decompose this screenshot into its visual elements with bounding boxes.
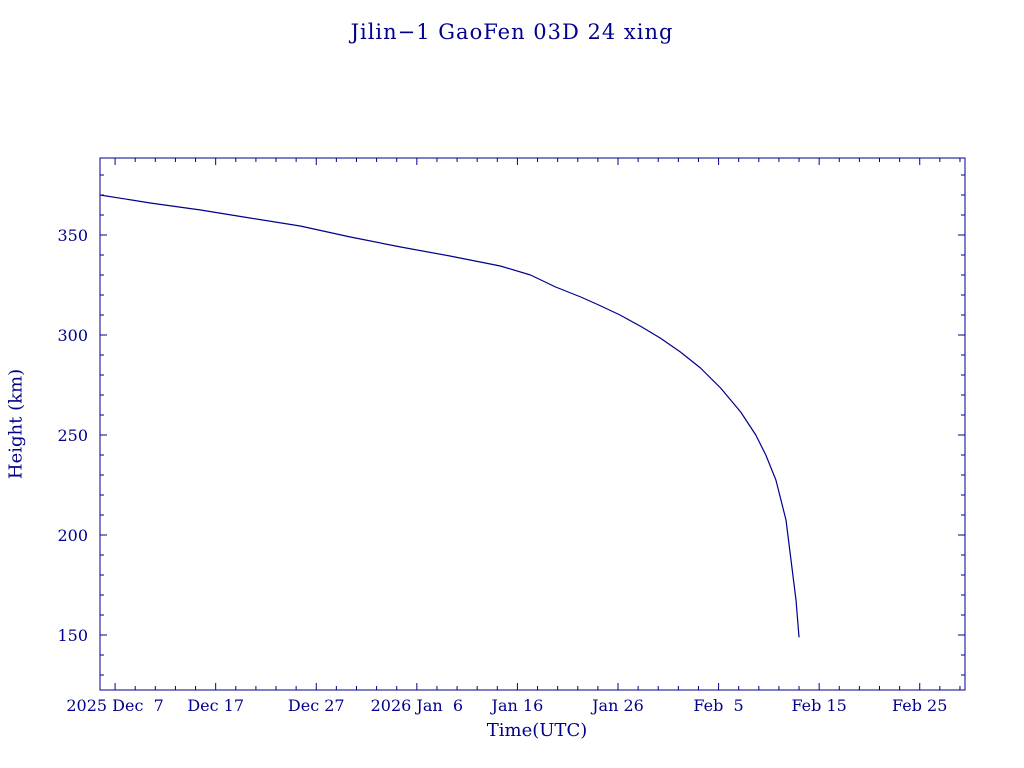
y-tick-label: 200 bbox=[57, 526, 88, 545]
x-tick-label: Dec 27 bbox=[288, 696, 345, 715]
x-tick-label: Feb 5 bbox=[693, 696, 743, 715]
y-tick-label: 150 bbox=[57, 626, 88, 645]
x-tick-label: Jan 16 bbox=[490, 696, 544, 715]
x-axis-label: Time(UTC) bbox=[486, 720, 588, 741]
x-tick-label: Feb 25 bbox=[892, 696, 947, 715]
decay-curve bbox=[99, 194, 800, 638]
x-tick-label: Feb 15 bbox=[791, 696, 846, 715]
y-tick-label: 350 bbox=[57, 226, 88, 245]
x-tick-label: 2025 Dec 7 bbox=[66, 696, 163, 715]
y-tick-label: 250 bbox=[57, 426, 88, 445]
x-tick-label: Dec 17 bbox=[187, 696, 244, 715]
chart-title: Jilin−1 GaoFen 03D 24 xing bbox=[350, 20, 674, 44]
y-tick-label: 300 bbox=[57, 326, 88, 345]
x-tick-label: Jan 26 bbox=[590, 696, 644, 715]
x-tick-label: 2026 Jan 6 bbox=[371, 696, 463, 715]
plot-frame bbox=[99, 157, 966, 691]
